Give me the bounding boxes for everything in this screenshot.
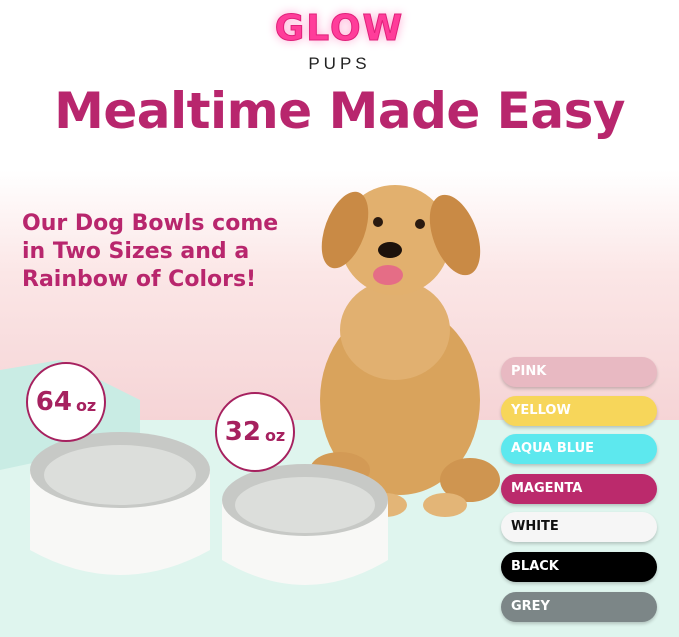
color-option-grey: GREY (501, 592, 657, 622)
color-option-black: BLACK (501, 552, 657, 582)
subheading: Our Dog Bowls come in Two Sizes and a Ra… (22, 210, 322, 294)
headline: Mealtime Made Easy (54, 82, 625, 140)
color-option-aqua-blue: AQUA BLUE (501, 434, 657, 464)
color-option-magenta: MAGENTA (501, 474, 657, 504)
color-option-white: WHITE (501, 512, 657, 542)
size-value: 32 (224, 417, 261, 447)
size-unit: oz (264, 425, 286, 445)
size-unit: oz (75, 395, 97, 415)
size-badge-32: 32 oz (215, 392, 295, 472)
color-option-pink: PINK (501, 357, 657, 387)
subheading-line: Our Dog Bowls come (22, 211, 279, 236)
brand-subtitle: PUPS (308, 54, 371, 73)
bowl-32oz-image (222, 464, 388, 585)
subheading-line: in Two Sizes and a (22, 239, 250, 264)
subheading-line: Rainbow of Colors! (22, 267, 257, 292)
size-value: 64 (35, 387, 72, 417)
color-option-yellow: YELLOW (501, 396, 657, 426)
size-badge-64: 64 oz (26, 362, 106, 442)
brand-logo: GLOW (274, 8, 405, 50)
bowl-64oz-image (30, 432, 210, 575)
